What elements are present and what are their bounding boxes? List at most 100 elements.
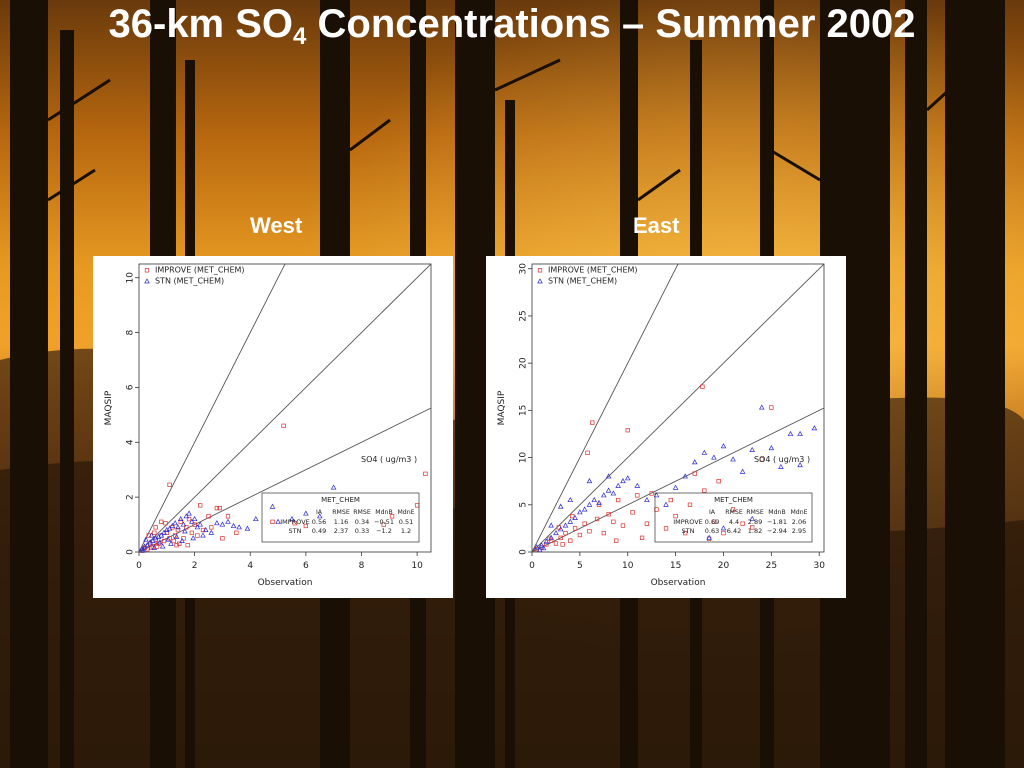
improve-point (217, 505, 222, 511)
x-tick-label: 15 (670, 561, 681, 571)
stn-point (316, 513, 323, 519)
improve-point (625, 428, 630, 433)
stn-point (797, 462, 803, 468)
stats-header: RMSE (725, 509, 743, 516)
improve-point (220, 536, 225, 541)
improve-point (750, 525, 755, 530)
stn-point (720, 443, 727, 449)
improve-point (702, 488, 707, 493)
reference-line-1 (139, 264, 431, 552)
y-axis-label: MAQSIP (104, 390, 114, 425)
x-tick-label: 10 (411, 561, 423, 571)
stn-point (253, 515, 259, 522)
improve-point (206, 514, 211, 519)
improve-point (711, 519, 717, 524)
stn-point (557, 503, 564, 509)
improve-point (663, 526, 669, 531)
stats-value: 2.37 (334, 527, 348, 535)
stats-header: RMSE (746, 509, 764, 516)
legend-improve-marker (144, 268, 150, 273)
stn-point (701, 449, 708, 455)
stn-point (562, 522, 569, 528)
legend-improve-label: IMPROVE (MET_CHEM) (155, 266, 245, 275)
stn-point (586, 501, 593, 507)
improve-point (644, 521, 650, 526)
legend: IMPROVE (MET_CHEM) STN (MET_CHEM) (537, 266, 638, 286)
title-suffix: Concentrations – Summer 2002 (306, 2, 916, 46)
stats-header: RMSE (353, 509, 371, 516)
y-tick-label: 2 (126, 494, 136, 500)
stn-point (624, 475, 631, 481)
improve-point (769, 405, 774, 410)
improve-point (616, 497, 621, 503)
improve-point (152, 530, 157, 535)
improve-point (730, 507, 736, 512)
stn-point (180, 521, 187, 527)
y-tick-label: 10 (519, 452, 529, 464)
reference-line-0 (532, 264, 679, 552)
reference-lines (532, 264, 824, 552)
stats-value: 0.69 (705, 518, 719, 526)
reference-line-2 (139, 407, 431, 552)
legend: IMPROVE (MET_CHEM) STN (MET_CHEM) (144, 266, 245, 286)
stn-point (644, 496, 650, 503)
stn-point (173, 533, 180, 539)
improve-point (590, 420, 595, 425)
legend-improve-label: IMPROVE (MET_CHEM) (548, 266, 638, 275)
x-tick-label: 25 (766, 561, 777, 571)
stats-value: 6.42 (727, 527, 741, 535)
stn-point (161, 529, 167, 535)
stn-point (548, 522, 554, 528)
stn-point (214, 520, 220, 526)
legend-stn-label: STN (MET_CHEM) (155, 277, 224, 286)
x-axis-label: Observation (651, 578, 706, 588)
stn-point (672, 484, 679, 490)
improve-point (153, 525, 158, 530)
y-tick-label: 30 (519, 263, 529, 275)
west-scatter-plot: 0 2 4 6 8 10 0 2 4 6 8 10 Observation MAQSIP IMPROVE (… (93, 256, 453, 598)
stn-point (230, 522, 237, 528)
stn-point (581, 506, 588, 512)
stats-value: 1.16 (334, 518, 348, 526)
improve-point (186, 516, 192, 522)
stn-point (706, 534, 712, 540)
legend-improve-marker (537, 268, 543, 273)
stn-point (749, 446, 755, 452)
stn-point (620, 478, 626, 484)
stn-point (194, 524, 201, 530)
improve-point (673, 513, 678, 519)
stn-point (157, 539, 163, 545)
stn-point (197, 521, 203, 527)
improve-point (209, 525, 214, 530)
improve-point (174, 542, 179, 548)
stn-point (557, 526, 564, 532)
improve-point (225, 514, 231, 519)
series-stn (533, 404, 818, 553)
reference-line-1 (532, 264, 824, 552)
stn-point (275, 518, 281, 524)
y-tick-label: 25 (519, 310, 529, 321)
improve-point (606, 512, 611, 517)
stats-box (654, 492, 813, 543)
improve-point (198, 503, 203, 508)
stn-point (730, 456, 736, 462)
stn-point (191, 515, 198, 522)
stn-point (572, 514, 578, 520)
stn-point (159, 543, 166, 549)
x-tick-label: 10 (622, 561, 634, 571)
improve-point (159, 519, 164, 524)
improve-point (721, 530, 726, 536)
legend-stn-marker (537, 278, 543, 284)
improve-point (281, 423, 286, 428)
y-tick-label: 6 (126, 384, 136, 390)
stats-table: MET_CHEM IA RMSE RMSE MdnB MdnE IMPROVE 0.56 1.1… (261, 492, 420, 543)
stats-row-name: STN (289, 527, 302, 535)
stats-row-name: IMPROVE (673, 518, 703, 526)
stats-box (261, 492, 420, 543)
stn-point (143, 536, 149, 542)
improve-point (611, 519, 616, 524)
x-tick-label: 0 (136, 561, 142, 571)
stats-value: 0.51 (399, 518, 413, 526)
stn-point (225, 518, 231, 524)
stn-point (540, 545, 547, 551)
